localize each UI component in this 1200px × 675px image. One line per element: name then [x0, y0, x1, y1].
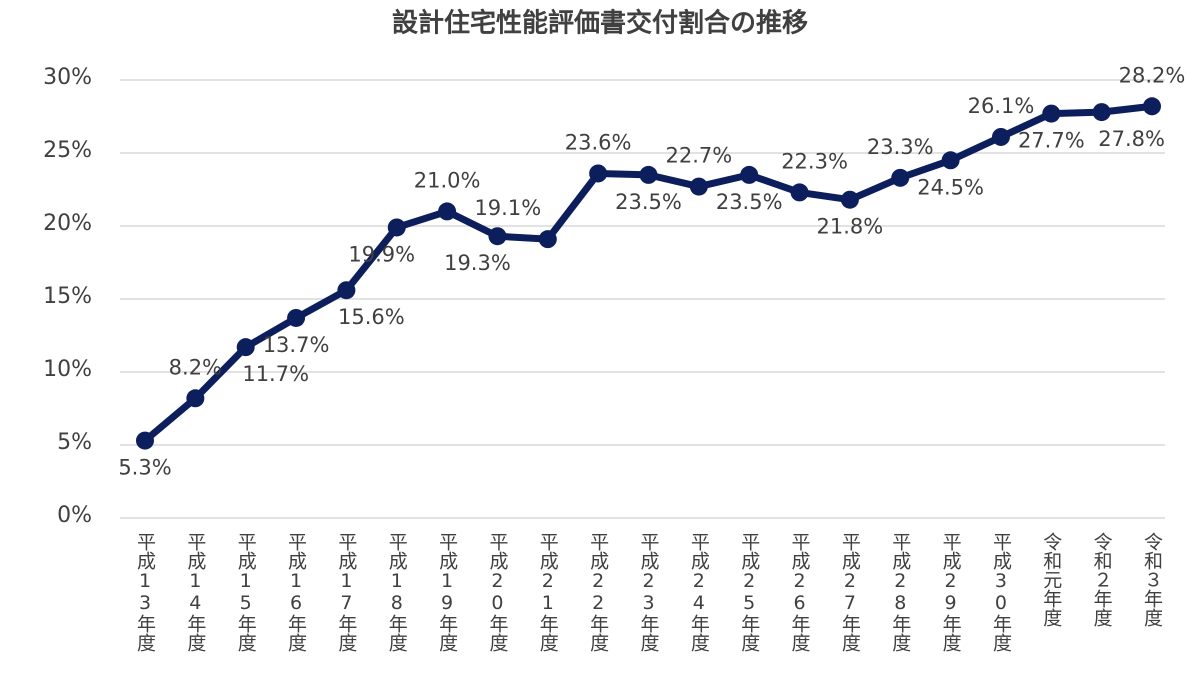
x-tick-label: 平成28年度	[889, 532, 911, 652]
x-tick-label: 平成25年度	[738, 532, 760, 652]
data-label: 26.1%	[968, 94, 1035, 118]
chart-title: 設計住宅性能評価書交付割合の推移	[392, 8, 808, 39]
data-label: 13.7%	[263, 333, 330, 357]
data-label: 5.3%	[118, 456, 171, 480]
data-label: 28.2%	[1119, 63, 1186, 87]
marker	[589, 164, 608, 183]
marker	[287, 308, 306, 327]
y-tick-label: 0%	[57, 503, 92, 528]
x-tick-label: 令和３年度	[1141, 532, 1163, 627]
data-label: 24.5%	[917, 175, 984, 199]
data-label: 8.2%	[169, 355, 222, 379]
x-tick-label: 平成27年度	[839, 532, 861, 652]
marker	[790, 183, 809, 202]
data-label: 19.1%	[474, 196, 541, 220]
y-tick-label: 10%	[43, 357, 92, 382]
x-tick-label: 平成26年度	[789, 532, 811, 652]
marker	[136, 431, 154, 450]
y-tick-label: 20%	[43, 211, 92, 236]
data-label: 23.5%	[615, 190, 682, 214]
x-tick-label: 平成17年度	[335, 532, 357, 652]
marker	[387, 218, 406, 237]
marker	[991, 127, 1010, 146]
data-label: 15.6%	[338, 305, 405, 329]
x-tick-label: 平成29年度	[940, 532, 962, 652]
marker	[689, 177, 708, 196]
x-tick-label: 令和元年度	[1040, 532, 1062, 627]
data-label: 27.8%	[1098, 127, 1165, 151]
data-label: 27.7%	[1018, 129, 1085, 153]
marker	[740, 165, 759, 184]
y-tick-label: 30%	[43, 65, 92, 90]
marker	[186, 389, 205, 408]
marker	[337, 281, 356, 300]
data-label: 22.3%	[781, 149, 848, 173]
marker	[941, 151, 960, 170]
x-tick-label: 平成15年度	[235, 532, 257, 652]
marker	[891, 168, 910, 187]
line	[142, 102, 1153, 444]
data-label: 23.5%	[716, 190, 783, 214]
y-tick-label: 25%	[43, 138, 92, 163]
data-label: 23.6%	[565, 130, 632, 154]
x-tick-label: 平成21年度	[537, 532, 559, 652]
x-tick-label: 令和２年度	[1091, 532, 1113, 627]
x-tick-label: 平成23年度	[638, 532, 660, 652]
marker	[639, 165, 658, 184]
data-label: 21.8%	[817, 215, 884, 239]
x-tick-label: 平成19年度	[436, 532, 458, 652]
marker	[840, 190, 859, 209]
marker	[538, 230, 557, 249]
data-label: 11.7%	[242, 362, 309, 386]
x-tick-label: 平成16年度	[285, 532, 307, 652]
marker	[488, 227, 507, 246]
y-tick-label: 5%	[57, 430, 92, 455]
x-tick-label: 平成24年度	[688, 532, 710, 652]
data-label: 22.7%	[665, 144, 732, 168]
marker	[1042, 104, 1061, 123]
x-tick-label: 平成18年度	[386, 532, 408, 652]
marker	[1092, 103, 1111, 122]
marker	[438, 202, 457, 221]
x-tick-label: 平成30年度	[990, 532, 1012, 652]
marker	[1143, 97, 1161, 116]
x-tick-label: 平成14年度	[184, 532, 206, 652]
marker	[236, 338, 255, 357]
data-label: 19.9%	[348, 242, 415, 266]
data-label: 21.0%	[414, 168, 481, 192]
data-label: 23.3%	[867, 135, 934, 159]
x-tick-label: 平成13年度	[134, 532, 156, 652]
y-tick-label: 15%	[43, 284, 92, 309]
x-tick-label: 平成20年度	[486, 532, 508, 652]
data-label: 19.3%	[444, 251, 511, 275]
x-tick-label: 平成22年度	[587, 532, 609, 652]
